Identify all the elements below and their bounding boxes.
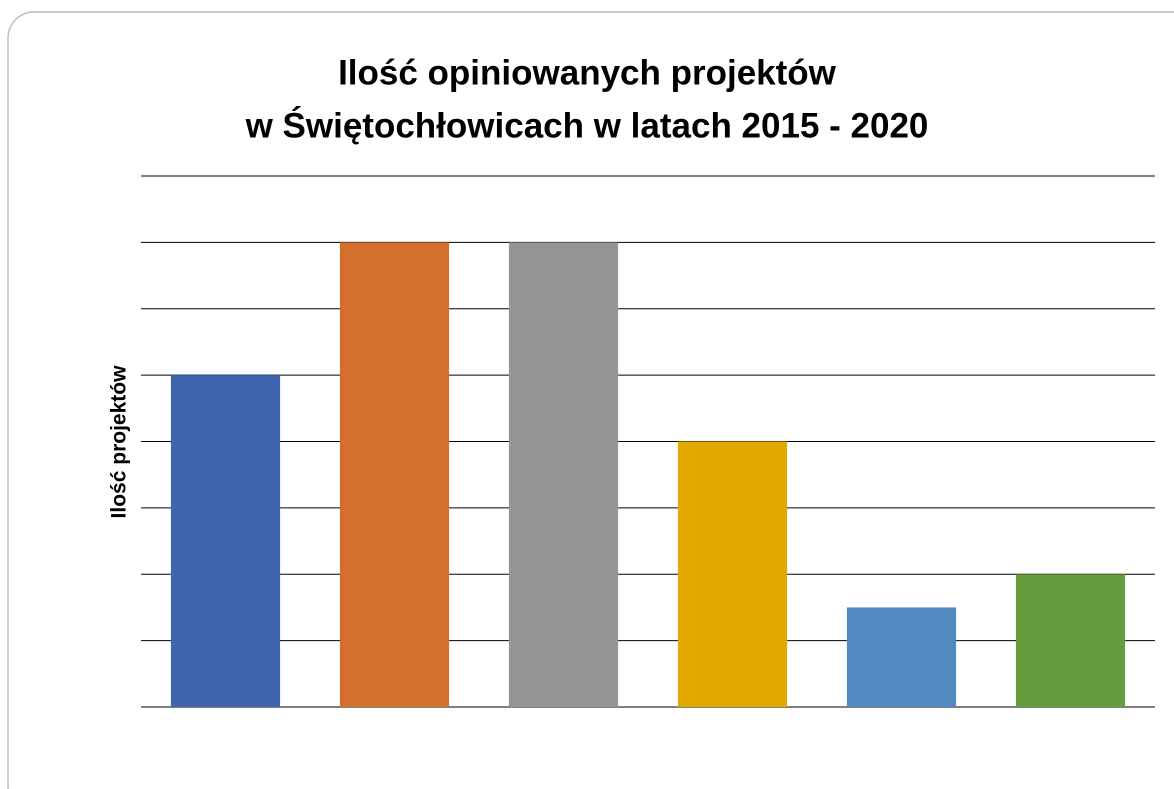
bar — [677, 441, 788, 707]
y-axis-label: Ilość projektów — [108, 365, 131, 519]
bar — [846, 607, 957, 707]
bar — [1015, 574, 1126, 707]
bar — [339, 242, 450, 707]
chart-title: Ilość opiniowanych projektów — [338, 53, 837, 92]
chart-title: w Świętochłowicach w latach 2015 - 2020 — [245, 105, 929, 145]
bar — [170, 375, 281, 707]
bar — [508, 242, 619, 707]
